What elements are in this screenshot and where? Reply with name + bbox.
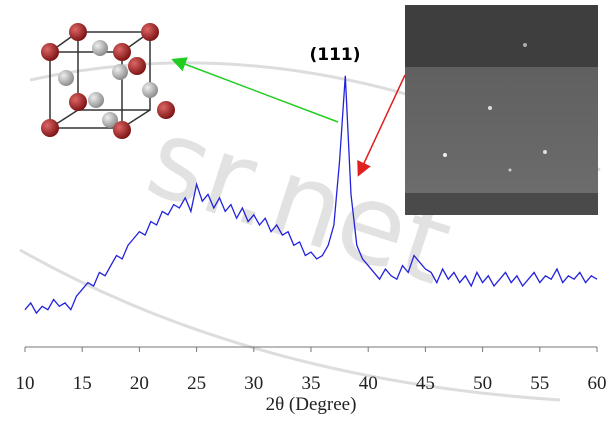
x-tick-label: 40 bbox=[359, 373, 378, 394]
x-tick-label: 50 bbox=[473, 373, 492, 394]
green-arrow bbox=[171, 57, 339, 123]
x-tick-label: 45 bbox=[416, 373, 435, 394]
x-tick-label: 15 bbox=[73, 373, 92, 394]
x-tick-label: 25 bbox=[187, 373, 206, 394]
x-tick-label: 20 bbox=[130, 373, 149, 394]
peak-annotation: (111) bbox=[309, 45, 360, 65]
xrd-line bbox=[24, 75, 598, 315]
x-tick-label: 30 bbox=[244, 373, 263, 394]
x-tick-label: 60 bbox=[588, 373, 607, 394]
x-tick-label: 35 bbox=[302, 373, 321, 394]
crystal-cell bbox=[41, 23, 175, 139]
x-tick-label: 10 bbox=[16, 373, 35, 394]
red-arrow bbox=[357, 74, 406, 177]
x-tick-label: 55 bbox=[530, 373, 549, 394]
sem-inset bbox=[405, 5, 598, 215]
x-axis-title: 2θ (Degree) bbox=[266, 394, 357, 415]
